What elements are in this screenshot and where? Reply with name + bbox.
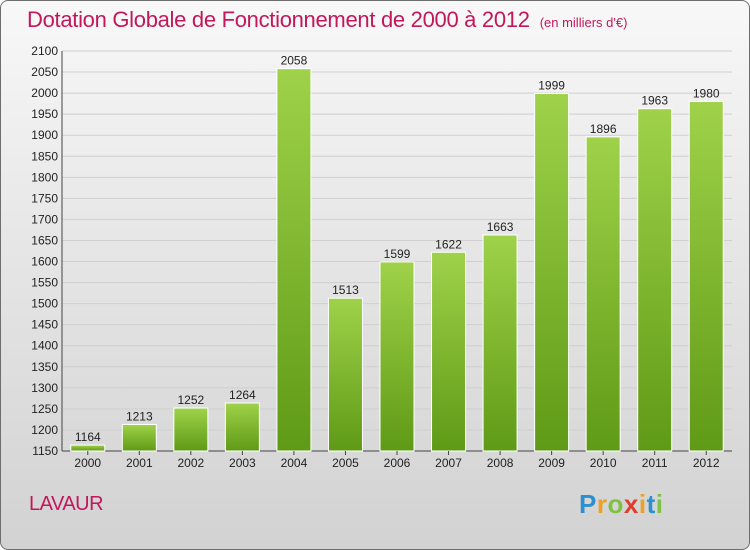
y-tick-label: 1500 <box>31 297 58 311</box>
bar-2007 <box>431 251 467 452</box>
chart-title: Dotation Globale de Fonctionnement de 20… <box>27 7 627 33</box>
bar-2000 <box>70 444 106 452</box>
y-tick-label: 1300 <box>31 381 58 395</box>
data-label: 1252 <box>177 393 204 407</box>
y-tick-label: 1350 <box>31 360 58 374</box>
x-tick-label: 2011 <box>642 456 668 470</box>
data-label: 1213 <box>126 409 153 423</box>
proxiti-logo: Proxiti <box>579 489 663 520</box>
y-tick-label: 1950 <box>31 107 58 121</box>
y-tick-label: 1700 <box>31 212 58 226</box>
x-tick-label: 2004 <box>281 456 308 470</box>
data-label: 1663 <box>487 220 514 234</box>
y-tick-label: 2100 <box>31 44 58 58</box>
bar-2005 <box>327 297 363 452</box>
bar-2009 <box>534 93 570 452</box>
y-tick-label: 1750 <box>31 191 58 205</box>
y-axis: 1150 1200 1250 1300 1350 1400 1450 1500 1550 1600… <box>31 44 58 458</box>
bar-2006 <box>379 261 415 452</box>
bars <box>70 68 724 452</box>
logo-letter: i <box>638 489 647 519</box>
data-label: 1599 <box>384 247 411 261</box>
data-label: 1264 <box>229 388 256 402</box>
x-tick-label: 2008 <box>487 456 514 470</box>
data-label: 1164 <box>75 430 101 444</box>
bar-2012 <box>688 101 724 452</box>
y-tick-label: 1250 <box>31 402 58 416</box>
bar-2003 <box>224 402 260 452</box>
y-tick-label: 1400 <box>31 339 58 353</box>
y-tick-label: 2000 <box>31 86 58 100</box>
logo-letter: P <box>579 489 597 519</box>
y-tick-label: 1650 <box>31 233 58 247</box>
bar-2001 <box>121 423 157 452</box>
data-label: 1999 <box>538 79 565 93</box>
y-tick-label: 2050 <box>31 65 58 79</box>
logo-letter: r <box>596 489 608 519</box>
data-label: 1896 <box>590 122 617 136</box>
bar-2010 <box>585 136 621 452</box>
x-tick-label: 2010 <box>590 456 617 470</box>
data-label: 1963 <box>641 94 668 108</box>
x-tick-label: 2009 <box>538 456 565 470</box>
logo-letter: x <box>623 489 639 519</box>
title-unit: (en milliers d'€) <box>539 15 628 30</box>
data-label: 1622 <box>435 237 462 251</box>
title-text: Dotation Globale de Fonctionnement de 20… <box>27 7 530 32</box>
bar-2004 <box>276 68 312 452</box>
x-tick-label: 2007 <box>435 456 462 470</box>
x-tick-label: 2000 <box>74 456 101 470</box>
place-name: LAVAUR <box>29 493 104 515</box>
y-tick-label: 1900 <box>31 128 58 142</box>
x-tick-label: 2012 <box>693 456 720 470</box>
data-label: 1513 <box>332 283 359 297</box>
y-tick-label: 1800 <box>31 170 58 184</box>
data-labels: 1164 1213 1252 1264 2058 1513 1599 1622 1663 1999… <box>75 54 720 444</box>
logo-letter: o <box>607 489 624 519</box>
y-tick-label: 1550 <box>31 276 58 290</box>
y-tick-label: 1600 <box>31 255 58 269</box>
x-tick-label: 2002 <box>177 456 204 470</box>
data-label: 1980 <box>693 87 720 101</box>
x-tick-label: 2001 <box>126 456 153 470</box>
x-tick-label: 2006 <box>384 456 411 470</box>
y-tick-label: 1450 <box>31 318 58 332</box>
bar-2011 <box>637 108 673 452</box>
y-tick-label: 1850 <box>31 149 58 163</box>
data-label: 2058 <box>281 54 308 68</box>
x-axis: 2000 2001 2002 2003 2004 2005 2006 2007 2008 2009… <box>74 451 720 470</box>
y-tick-label: 1150 <box>32 444 58 458</box>
x-tick-label: 2003 <box>229 456 256 470</box>
y-tick-label: 1200 <box>31 423 58 437</box>
logo-letter: i <box>655 489 664 519</box>
bar-2002 <box>173 407 209 452</box>
bar-2008 <box>482 234 518 452</box>
x-tick-label: 2005 <box>332 456 359 470</box>
logo-letter: t <box>646 489 656 519</box>
